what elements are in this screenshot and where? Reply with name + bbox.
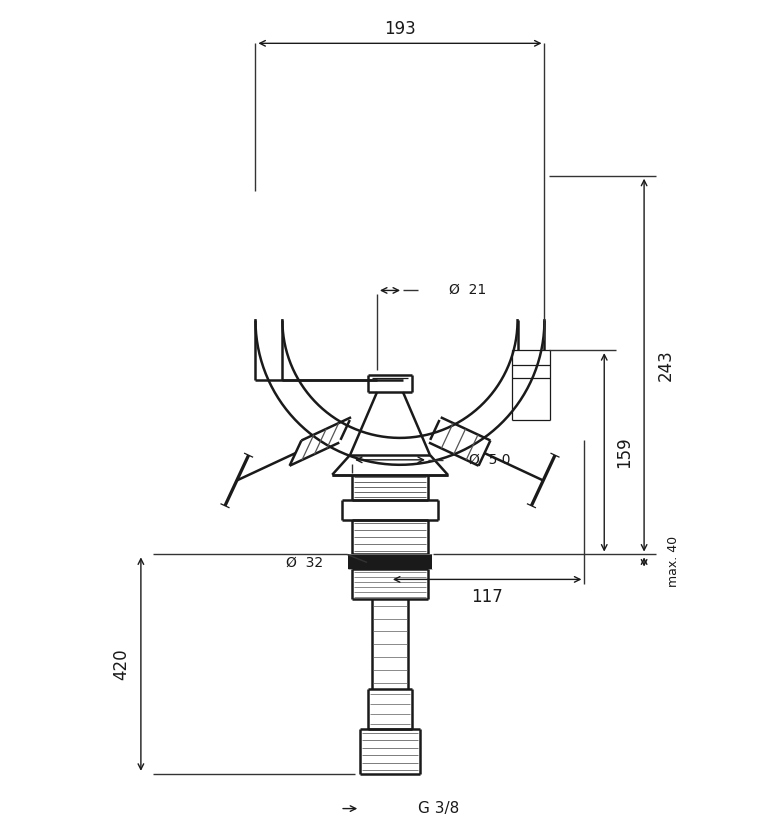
Text: Ø  21: Ø 21	[449, 282, 486, 296]
Bar	[348, 554, 432, 569]
Text: max. 40: max. 40	[668, 536, 680, 587]
Text: Ø  32: Ø 32	[285, 555, 323, 569]
Text: 420: 420	[112, 648, 130, 680]
Text: G 3/8: G 3/8	[418, 801, 459, 816]
Text: 193: 193	[384, 21, 416, 39]
Text: 159: 159	[615, 436, 633, 468]
Text: 243: 243	[657, 349, 675, 381]
Text: 117: 117	[471, 588, 503, 606]
Text: Ø  5 0: Ø 5 0	[469, 453, 511, 467]
